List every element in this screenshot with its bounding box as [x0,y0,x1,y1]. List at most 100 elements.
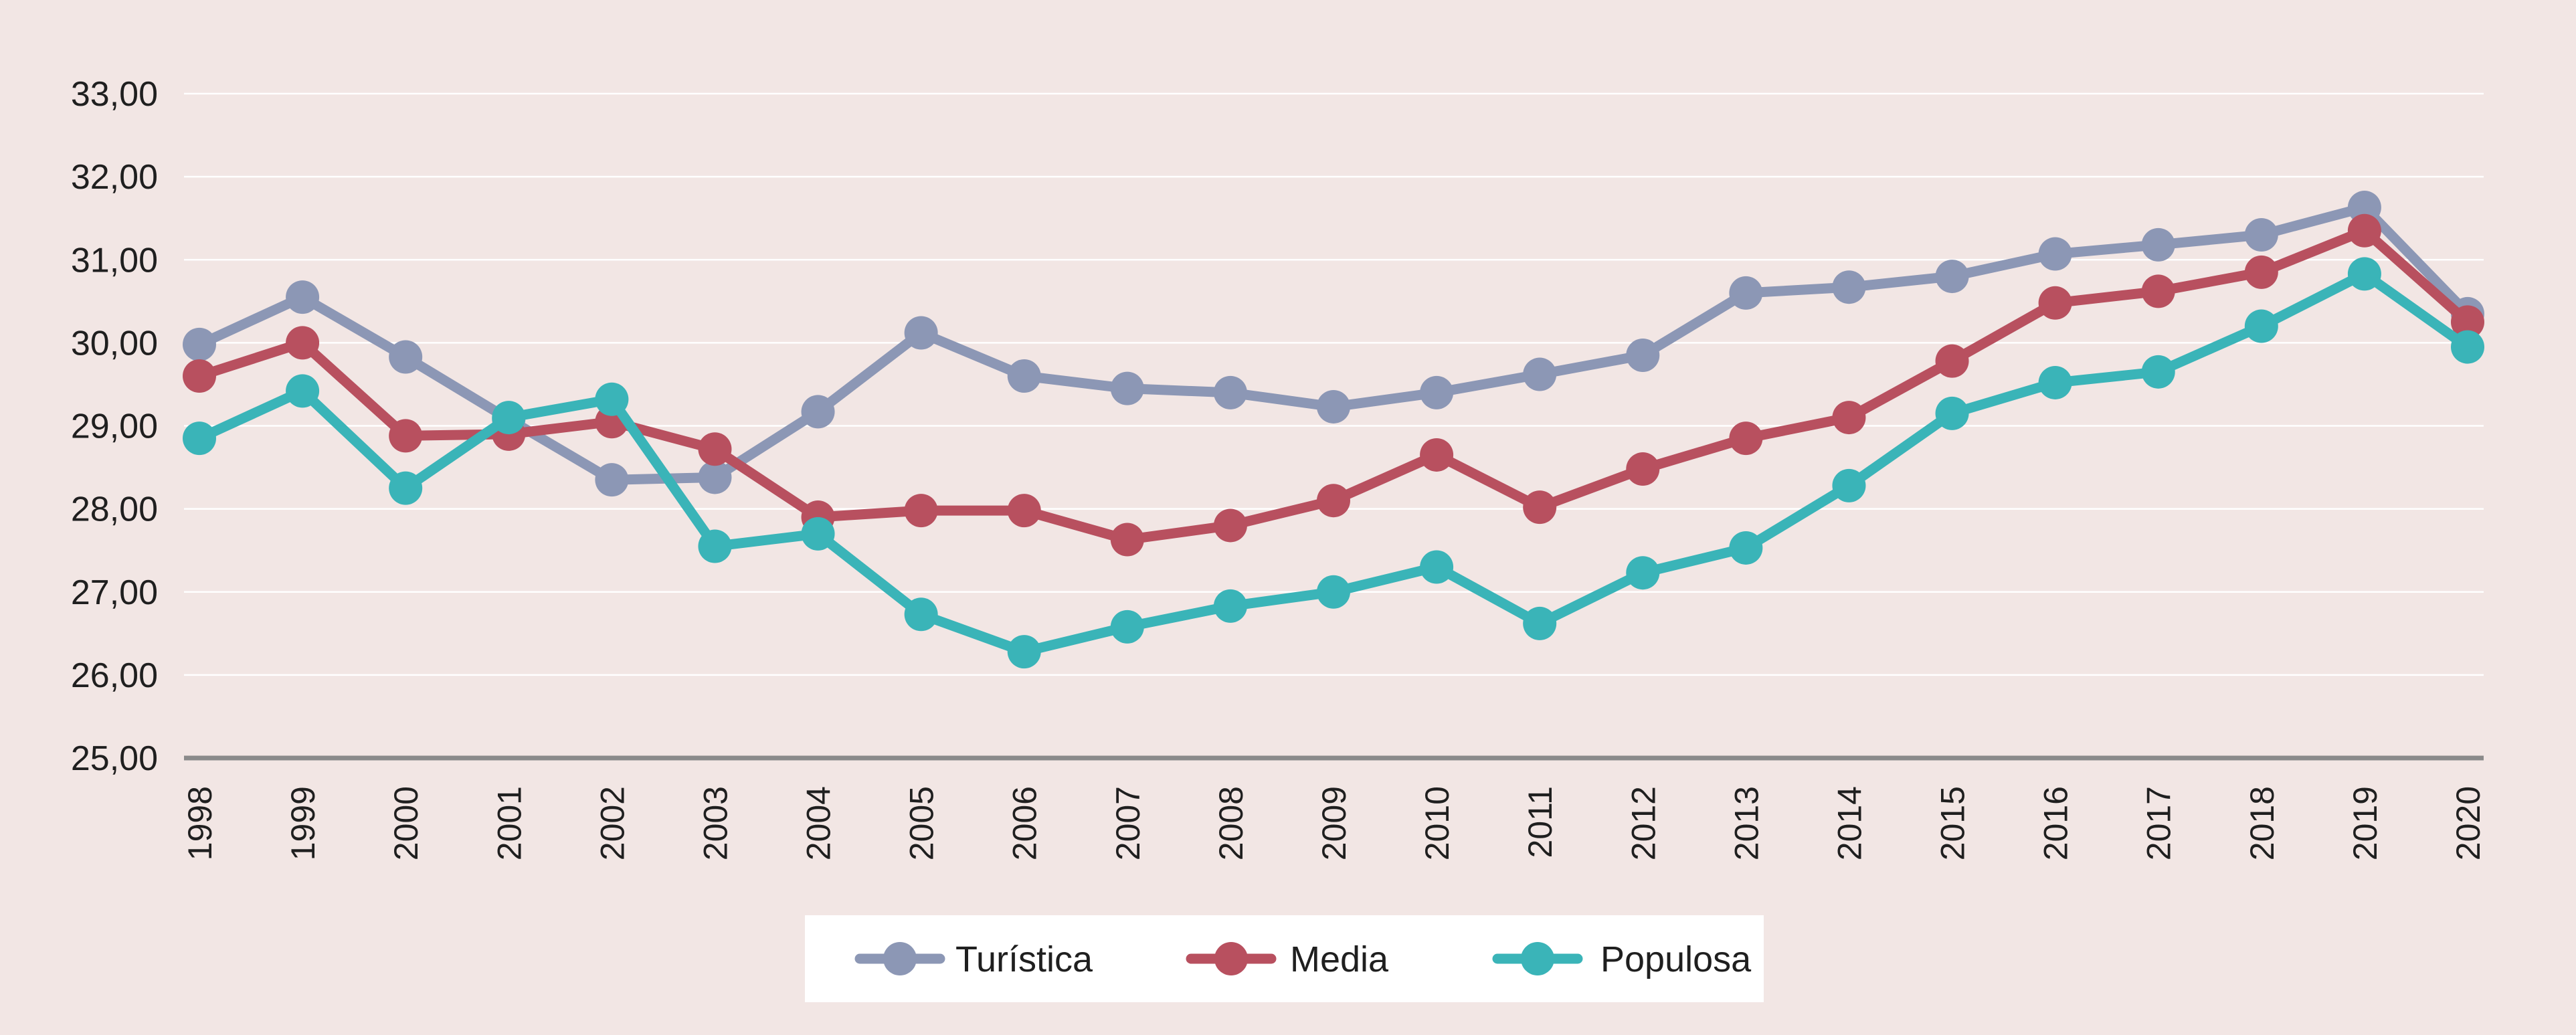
data-point [1832,468,1866,502]
data-point [2347,213,2381,248]
data-point [2038,286,2072,320]
x-tick-label: 2010 [1418,786,1456,860]
data-point [1935,260,1969,294]
y-tick-label: 31,00 [71,241,158,280]
data-point [698,529,732,563]
y-tick-label: 27,00 [71,573,158,612]
legend-swatch-marker [883,942,917,975]
x-tick-label: 2007 [1109,786,1147,860]
legend-label: Turística [955,939,1093,979]
data-point [1007,494,1041,528]
data-point [1110,609,1144,644]
data-point [1626,452,1660,486]
x-tick-label: 2011 [1522,786,1559,858]
data-point [1523,606,1557,640]
data-point [2451,305,2484,339]
series-line [194,202,2473,485]
data-point [1317,484,1350,518]
data-point [801,395,835,429]
data-point [1213,589,1247,623]
data-point [2038,237,2072,271]
data-point [904,316,938,350]
data-point [389,471,423,505]
series-media [183,213,2484,557]
data-point [2038,365,2072,399]
series-populosa [183,257,2484,669]
data-point [2244,309,2278,343]
data-point [286,374,320,408]
x-tick-label: 2018 [2243,786,2281,860]
x-tick-label: 2013 [1728,786,1765,860]
legend: Turística Media Populosa [805,915,1764,1002]
data-point [2141,274,2175,308]
x-tick-label: 2020 [2450,786,2487,860]
y-tick-label: 30,00 [71,324,158,363]
x-tick-label: 2002 [593,786,631,860]
y-axis: 25,00 26,00 27,00 28,00 29,00 30,00 31,00 32,00… [71,75,158,778]
data-point [183,421,216,456]
x-tick-label: 2006 [1006,786,1044,860]
data-point [1523,490,1557,525]
data-point [1110,523,1144,557]
data-point [595,382,629,416]
data-point [2244,255,2278,289]
legend-box [805,915,1764,1002]
data-point [1007,359,1041,393]
y-tick-label: 28,00 [71,490,158,529]
data-point [389,340,423,374]
data-point [2141,227,2175,262]
data-point [1420,375,1454,409]
legend-swatch-marker [1521,942,1554,975]
data-point [1110,371,1144,405]
data-point [492,401,526,435]
data-point [1420,550,1454,584]
data-point [801,516,835,551]
x-tick-label: 2009 [1315,786,1353,860]
x-tick-label: 1998 [181,786,219,860]
data-point [183,327,216,361]
data-point [183,359,216,393]
data-point [698,460,732,494]
x-tick-label: 2012 [1625,786,1662,860]
x-tick-label: 2000 [387,786,425,860]
legend-swatch-marker [1214,942,1248,975]
data-point [1626,338,1660,372]
data-point [1626,556,1660,590]
x-tick-label: 2001 [490,786,528,860]
data-point [1317,389,1350,424]
data-point [286,280,320,314]
data-point [1729,421,1763,456]
y-tick-label: 29,00 [71,407,158,446]
data-point [904,597,938,632]
data-point [1213,375,1247,409]
legend-label: Populosa [1600,939,1752,979]
x-tick-label: 2005 [903,786,941,860]
x-tick-label: 2015 [1934,786,1972,860]
data-point [1935,396,1969,430]
data-point [904,494,938,528]
data-point [2141,355,2175,389]
y-tick-label: 32,00 [71,158,158,197]
x-tick-label: 1999 [284,786,322,860]
series-layer [183,191,2484,669]
data-point [286,326,320,360]
legend-item-media: Media [1186,939,1389,979]
legend-item-turística: Turística [854,939,1093,979]
x-tick-label: 2019 [2347,786,2384,860]
data-point [2244,218,2278,252]
data-point [2347,257,2381,291]
data-point [1832,270,1866,304]
data-point [698,432,732,466]
x-axis: 1998 1999 2000 2001 2002 2003 2004 2005 2006 2007… [181,755,2487,860]
data-point [1420,438,1454,472]
y-tick-label: 33,00 [71,75,158,114]
x-tick-label: 2014 [1831,786,1868,860]
x-tick-label: 2008 [1212,786,1250,860]
x-tick-label: 2003 [697,786,734,860]
data-point [595,463,629,497]
x-tick-label: 2016 [2037,786,2075,860]
data-point [1832,401,1866,435]
data-point [2347,191,2381,225]
